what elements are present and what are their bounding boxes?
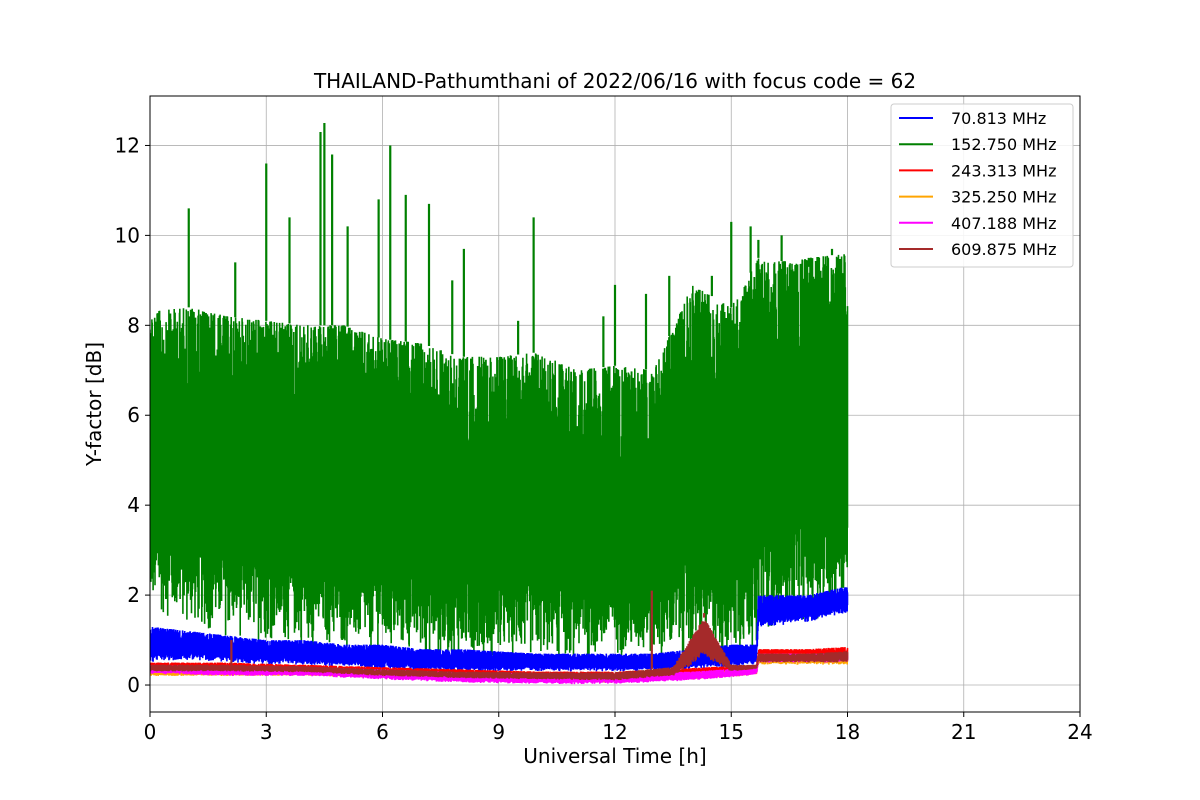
legend-label: 609.875 MHz bbox=[951, 240, 1056, 259]
x-tick-label: 15 bbox=[719, 720, 744, 744]
y-tick-label: 0 bbox=[127, 673, 140, 697]
x-tick-label: 12 bbox=[602, 720, 627, 744]
legend: 70.813 MHz 152.750 MHz 243.313 MHz 325.250 … bbox=[890, 103, 1074, 268]
y-axis-label: Y-factor [dB] bbox=[82, 342, 106, 467]
x-tick-label: 9 bbox=[492, 720, 505, 744]
legend-box bbox=[890, 103, 1074, 268]
y-tick-label: 12 bbox=[115, 133, 140, 157]
x-tick-label: 6 bbox=[376, 720, 389, 744]
series-trace bbox=[150, 620, 849, 681]
series-152-750-mhz bbox=[150, 122, 849, 662]
y-tick-label: 6 bbox=[127, 403, 140, 427]
series-trace bbox=[150, 254, 849, 662]
legend-label: 325.250 MHz bbox=[951, 188, 1056, 207]
x-tick-label: 21 bbox=[951, 720, 976, 744]
legend-label: 407.188 MHz bbox=[951, 214, 1056, 233]
legend-label: 152.750 MHz bbox=[951, 135, 1056, 154]
x-axis-label: Universal Time [h] bbox=[523, 744, 706, 768]
y-tick-label: 10 bbox=[115, 223, 140, 247]
x-tick-label: 3 bbox=[260, 720, 273, 744]
y-tick-label: 4 bbox=[127, 493, 140, 517]
legend-label: 70.813 MHz bbox=[951, 109, 1046, 128]
chart-title: THAILAND-Pathumthani of 2022/06/16 with … bbox=[313, 69, 916, 93]
y-tick-label: 8 bbox=[127, 313, 140, 337]
x-tick-label: 24 bbox=[1067, 720, 1092, 744]
y-tick-label: 2 bbox=[127, 583, 140, 607]
legend-label: 243.313 MHz bbox=[951, 161, 1056, 180]
x-tick-label: 0 bbox=[144, 720, 157, 744]
x-tick-label: 18 bbox=[835, 720, 860, 744]
series-layer bbox=[150, 122, 849, 685]
series-609-875-mhz bbox=[150, 590, 849, 681]
